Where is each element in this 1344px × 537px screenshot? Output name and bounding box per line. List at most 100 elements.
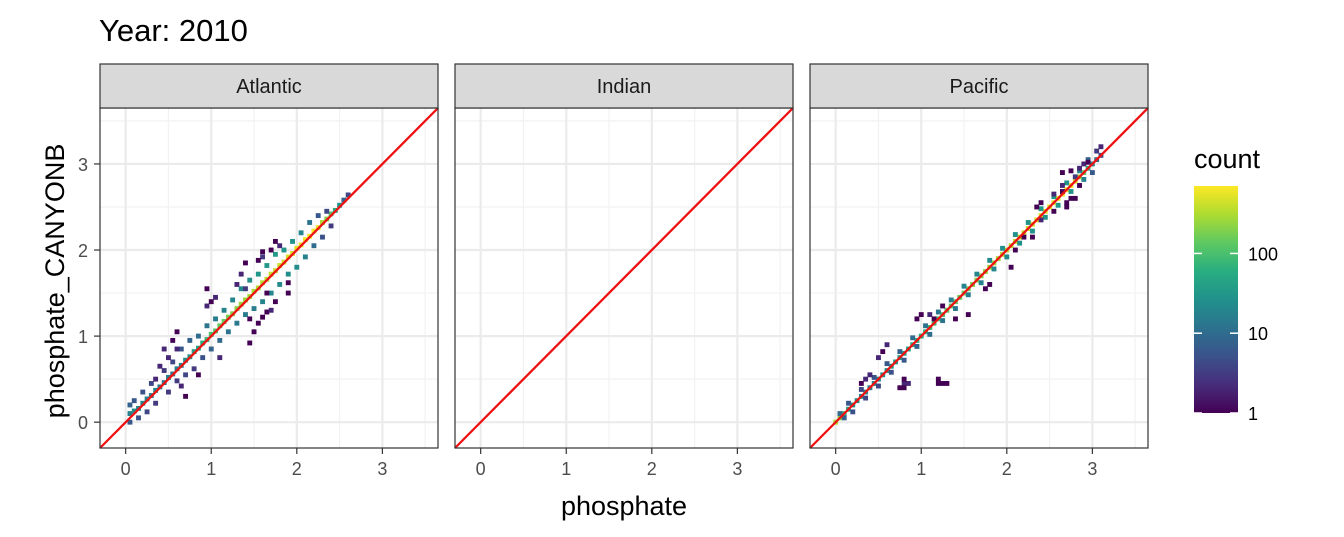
bin-cell: [204, 286, 210, 292]
bin-cell: [140, 389, 146, 395]
bin-cell: [901, 381, 907, 386]
bin-cell: [1051, 194, 1057, 200]
y-tick-label: 2: [78, 241, 88, 261]
panel-indian: Indian: [454, 63, 794, 449]
bin-cell: [136, 415, 141, 421]
bin-cell: [987, 257, 993, 263]
bin-cell: [213, 316, 218, 322]
bin-cell: [153, 400, 159, 406]
bin-cell: [260, 254, 266, 260]
identity-line: [454, 107, 794, 449]
x-tick-label: 2: [1002, 459, 1012, 479]
x-tick-label: 1: [561, 459, 571, 479]
x-tick-label: 0: [121, 459, 131, 479]
bin-cell: [195, 372, 201, 378]
bin-cell: [953, 306, 958, 311]
bin-cell: [1038, 200, 1044, 206]
bin-cell: [217, 355, 223, 361]
x-tick-label: 3: [377, 459, 387, 479]
bin-cell: [311, 228, 317, 234]
facet-strip-label: Indian: [597, 76, 652, 98]
bin-cell: [174, 366, 180, 372]
bin-cell: [910, 335, 916, 341]
bin-cell: [931, 316, 937, 322]
bin-cell: [234, 282, 240, 287]
bin-cell: [328, 223, 334, 229]
bin-cell: [1017, 240, 1023, 246]
bin-cell: [260, 299, 266, 305]
bin-cell: [183, 393, 189, 399]
bin-cell: [1030, 228, 1035, 234]
bin-cell: [238, 286, 244, 292]
bin-cell: [1077, 183, 1082, 188]
bin-cell: [901, 385, 907, 391]
bin-cell: [841, 415, 847, 421]
bin-cell: [290, 238, 295, 244]
bin-cell: [255, 271, 261, 277]
bin-cell: [140, 400, 146, 406]
bin-cell: [166, 389, 171, 395]
panel-pacific: Pacific: [809, 63, 1149, 449]
bin-cell: [166, 355, 171, 361]
bin-cell: [221, 307, 227, 313]
bin-cell: [1072, 195, 1078, 201]
facet-strip: [454, 63, 794, 109]
bin-cell: [195, 333, 201, 339]
bin-cell: [260, 314, 266, 320]
bin-cell: [978, 280, 984, 286]
bin-cell: [285, 290, 291, 296]
bin-cell: [225, 329, 231, 335]
bin-cell: [1038, 206, 1044, 212]
bin-cell: [243, 286, 248, 292]
bin-cell: [324, 208, 330, 214]
bin-cell: [234, 320, 240, 326]
chart-title: Year: 2010: [99, 13, 248, 48]
x-tick-label: 2: [647, 459, 657, 479]
bin-cell: [307, 220, 313, 225]
bin-cell: [935, 309, 941, 315]
bin-cell: [846, 400, 851, 406]
bin-cell: [213, 294, 218, 300]
bin-cell: [144, 396, 150, 402]
bin-cell: [268, 307, 274, 313]
bin-cell: [247, 277, 253, 283]
bin-cell: [170, 337, 176, 343]
legend-title: count: [1194, 144, 1261, 174]
bin-cell: [247, 316, 253, 322]
bin-cell: [230, 297, 236, 303]
bin-cell: [1034, 204, 1040, 210]
y-tick-label: 3: [78, 155, 88, 175]
x-tick-label: 3: [1087, 459, 1097, 479]
bin-cell: [1012, 232, 1018, 237]
bin-cell: [876, 383, 881, 389]
bin-cell: [940, 318, 946, 324]
bin-cell: [982, 286, 988, 292]
identity-line: [809, 107, 1149, 449]
bin-cell: [1085, 157, 1091, 163]
bin-cell: [294, 264, 300, 270]
y-tick-label: 0: [78, 413, 88, 433]
bin-cell: [1030, 234, 1035, 240]
bin-cell: [268, 271, 274, 277]
bin-cell: [961, 283, 967, 289]
bin-cell: [191, 349, 197, 355]
bin-cell: [272, 251, 278, 257]
bin-cell: [953, 316, 958, 322]
bin-cell: [1089, 170, 1095, 175]
bin-cell: [315, 213, 321, 219]
bin-cell: [935, 376, 941, 382]
bin-cell: [1068, 195, 1074, 201]
bin-cell: [888, 369, 894, 375]
bin-cell: [277, 263, 283, 268]
x-tick-label: 1: [206, 459, 216, 479]
bin-cell: [260, 249, 266, 255]
bin-cell: [850, 409, 856, 415]
identity-line: [99, 107, 439, 449]
bin-cell: [277, 243, 283, 249]
bin-cell: [131, 398, 137, 404]
bin-cell: [1068, 189, 1074, 194]
legend-label: 1: [1248, 404, 1258, 424]
bin-cell: [127, 419, 133, 425]
bin-cell: [1038, 217, 1044, 223]
bin-cell: [1059, 189, 1065, 194]
